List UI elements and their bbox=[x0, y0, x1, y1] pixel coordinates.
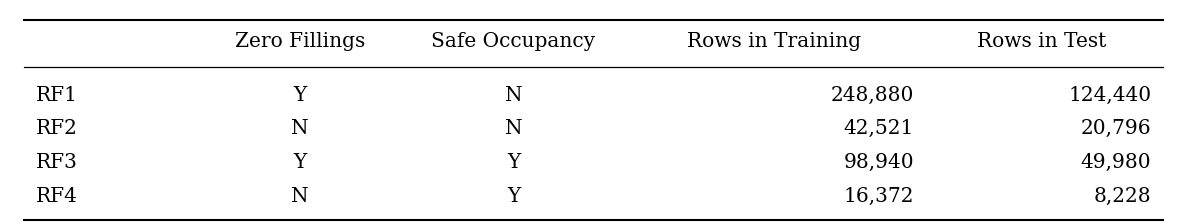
Text: N: N bbox=[291, 187, 309, 205]
Text: 124,440: 124,440 bbox=[1068, 86, 1151, 105]
Text: RF2: RF2 bbox=[36, 119, 77, 138]
Text: 20,796: 20,796 bbox=[1081, 119, 1151, 138]
Text: RF1: RF1 bbox=[36, 86, 77, 105]
Text: 16,372: 16,372 bbox=[844, 187, 914, 205]
Text: Y: Y bbox=[293, 153, 306, 172]
Text: 98,940: 98,940 bbox=[844, 153, 914, 172]
Text: 42,521: 42,521 bbox=[844, 119, 914, 138]
Text: RF4: RF4 bbox=[36, 187, 77, 205]
Text: 49,980: 49,980 bbox=[1081, 153, 1151, 172]
Text: RF3: RF3 bbox=[36, 153, 77, 172]
Text: Zero Fillings: Zero Fillings bbox=[235, 32, 364, 51]
Text: Safe Occupancy: Safe Occupancy bbox=[431, 32, 596, 51]
Text: 8,228: 8,228 bbox=[1093, 187, 1151, 205]
Text: N: N bbox=[291, 119, 309, 138]
Text: Rows in Test: Rows in Test bbox=[977, 32, 1106, 51]
Text: Y: Y bbox=[507, 153, 520, 172]
Text: N: N bbox=[504, 86, 522, 105]
Text: Y: Y bbox=[293, 86, 306, 105]
Text: Rows in Training: Rows in Training bbox=[687, 32, 862, 51]
Text: N: N bbox=[504, 119, 522, 138]
Text: 248,880: 248,880 bbox=[831, 86, 914, 105]
Text: Y: Y bbox=[507, 187, 520, 205]
